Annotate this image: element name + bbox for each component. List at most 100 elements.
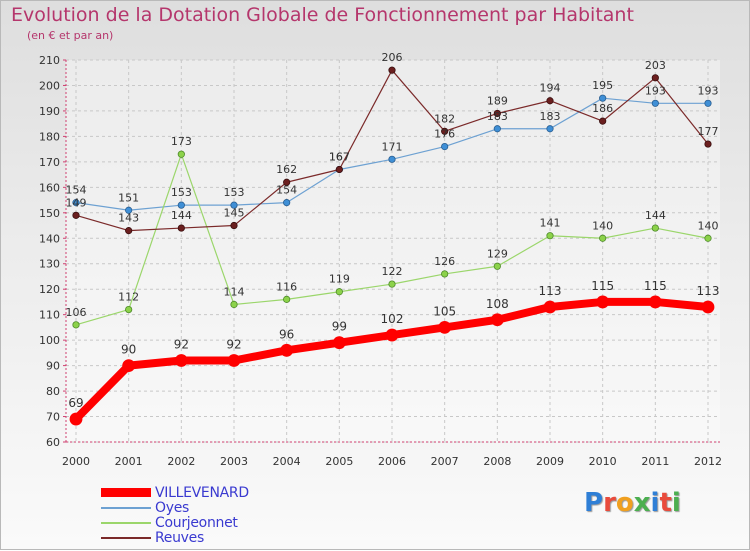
data-label-villevenard: 69 bbox=[68, 396, 83, 410]
x-tick-label: 2003 bbox=[220, 455, 248, 468]
data-point-oyes bbox=[230, 201, 238, 209]
logo-letter: x bbox=[633, 488, 651, 518]
logo-letter: o bbox=[615, 488, 634, 518]
data-point-villevenard bbox=[438, 320, 452, 334]
data-label-villevenard: 102 bbox=[381, 312, 404, 326]
data-label-reuves: 145 bbox=[224, 207, 245, 220]
chart-title: Evolution de la Dotation Globale de Fonc… bbox=[11, 4, 634, 26]
data-point-oyes bbox=[599, 94, 607, 102]
data-label-reuves: 149 bbox=[66, 196, 87, 209]
logo-letter: P bbox=[584, 488, 604, 518]
data-point-reuves bbox=[335, 165, 343, 174]
data-point-reuves bbox=[493, 109, 501, 118]
data-point-reuves bbox=[283, 178, 291, 186]
data-label-villevenard: 90 bbox=[121, 343, 136, 357]
data-label-villevenard: 105 bbox=[433, 304, 456, 318]
data-point-villevenard bbox=[280, 343, 294, 357]
data-label-reuves: 194 bbox=[540, 82, 561, 95]
x-tick-label: 2002 bbox=[167, 455, 195, 468]
data-label-oyes: 171 bbox=[382, 140, 403, 153]
data-point-villevenard bbox=[543, 300, 557, 314]
data-point-reuves bbox=[704, 140, 712, 148]
plot-area bbox=[66, 60, 720, 442]
data-point-courjeonnet bbox=[651, 224, 659, 232]
data-point-villevenard bbox=[227, 354, 241, 367]
data-point-villevenard bbox=[648, 295, 662, 309]
data-point-reuves bbox=[651, 74, 659, 82]
y-tick-label: 130 bbox=[39, 258, 60, 271]
data-point-oyes bbox=[177, 201, 185, 209]
data-label-courjeonnet: 112 bbox=[118, 291, 139, 304]
data-point-oyes bbox=[493, 125, 501, 133]
x-tick-label: 2005 bbox=[325, 455, 353, 468]
legend-swatch-reuves bbox=[101, 536, 151, 539]
logo-letter: t bbox=[659, 488, 672, 518]
data-point-courjeonnet bbox=[177, 150, 185, 158]
data-label-reuves: 144 bbox=[171, 209, 192, 222]
y-tick-label: 110 bbox=[39, 309, 60, 322]
data-label-villevenard: 99 bbox=[332, 320, 347, 334]
legend-swatch-villevenard bbox=[101, 488, 151, 497]
y-tick-label: 210 bbox=[39, 54, 60, 67]
data-label-oyes: 153 bbox=[224, 186, 245, 199]
data-point-courjeonnet bbox=[388, 280, 396, 288]
data-label-reuves: 167 bbox=[329, 151, 350, 164]
legend-label-oyes: Oyes bbox=[155, 499, 190, 516]
data-point-oyes bbox=[546, 125, 554, 133]
data-label-oyes: 183 bbox=[540, 110, 561, 123]
data-label-courjeonnet: 144 bbox=[645, 209, 666, 222]
data-label-courjeonnet: 114 bbox=[224, 285, 245, 298]
y-tick-label: 60 bbox=[46, 436, 60, 449]
x-tick-label: 2001 bbox=[115, 455, 143, 468]
data-label-villevenard: 96 bbox=[279, 327, 294, 341]
data-label-reuves: 186 bbox=[592, 102, 613, 115]
data-label-oyes: 167 bbox=[329, 151, 350, 164]
data-point-reuves bbox=[388, 66, 396, 74]
y-tick-label: 150 bbox=[39, 207, 60, 220]
data-point-reuves bbox=[230, 221, 238, 230]
legend-item-reuves: Reuves bbox=[101, 529, 249, 546]
data-label-villevenard: 113 bbox=[697, 284, 720, 298]
logo-letter: i bbox=[650, 488, 660, 518]
y-tick-label: 200 bbox=[39, 79, 60, 92]
x-tick-label: 2008 bbox=[483, 455, 511, 468]
data-point-courjeonnet bbox=[704, 234, 712, 242]
legend-item-courjeonnet: Courjeonnet bbox=[101, 514, 249, 531]
data-point-oyes bbox=[388, 155, 396, 163]
data-label-courjeonnet: 173 bbox=[171, 135, 192, 148]
legend-swatch-courjeonnet bbox=[101, 521, 151, 524]
data-point-courjeonnet bbox=[493, 262, 501, 270]
legend-label-reuves: Reuves bbox=[155, 529, 204, 546]
data-label-courjeonnet: 141 bbox=[540, 217, 561, 230]
data-point-reuves bbox=[441, 127, 449, 135]
data-point-reuves bbox=[72, 211, 80, 219]
y-tick-label: 80 bbox=[46, 385, 60, 398]
data-point-villevenard bbox=[174, 354, 188, 367]
data-point-courjeonnet bbox=[441, 270, 449, 278]
data-point-oyes bbox=[125, 206, 133, 214]
data-point-oyes bbox=[72, 199, 80, 207]
data-label-reuves: 203 bbox=[645, 59, 666, 72]
x-tick-label: 2010 bbox=[589, 455, 617, 468]
data-label-villevenard: 113 bbox=[539, 284, 562, 298]
data-label-oyes: 176 bbox=[434, 128, 455, 141]
data-label-oyes: 154 bbox=[66, 184, 87, 197]
data-label-courjeonnet: 140 bbox=[698, 219, 719, 232]
x-tick-label: 2011 bbox=[641, 455, 669, 468]
data-label-oyes: 193 bbox=[698, 84, 719, 97]
data-point-villevenard bbox=[69, 412, 83, 426]
data-point-villevenard bbox=[490, 313, 504, 327]
data-label-oyes: 183 bbox=[487, 110, 508, 123]
legend-label-courjeonnet: Courjeonnet bbox=[155, 514, 238, 531]
logo-letter: i bbox=[671, 488, 681, 518]
data-label-reuves: 162 bbox=[276, 163, 297, 176]
x-tick-label: 2007 bbox=[431, 455, 459, 468]
data-label-reuves: 182 bbox=[434, 112, 455, 125]
data-label-courjeonnet: 129 bbox=[487, 247, 508, 260]
data-label-villevenard: 115 bbox=[644, 279, 667, 293]
data-label-reuves: 206 bbox=[382, 51, 403, 64]
data-label-reuves: 189 bbox=[487, 94, 508, 107]
data-point-oyes bbox=[651, 99, 659, 107]
